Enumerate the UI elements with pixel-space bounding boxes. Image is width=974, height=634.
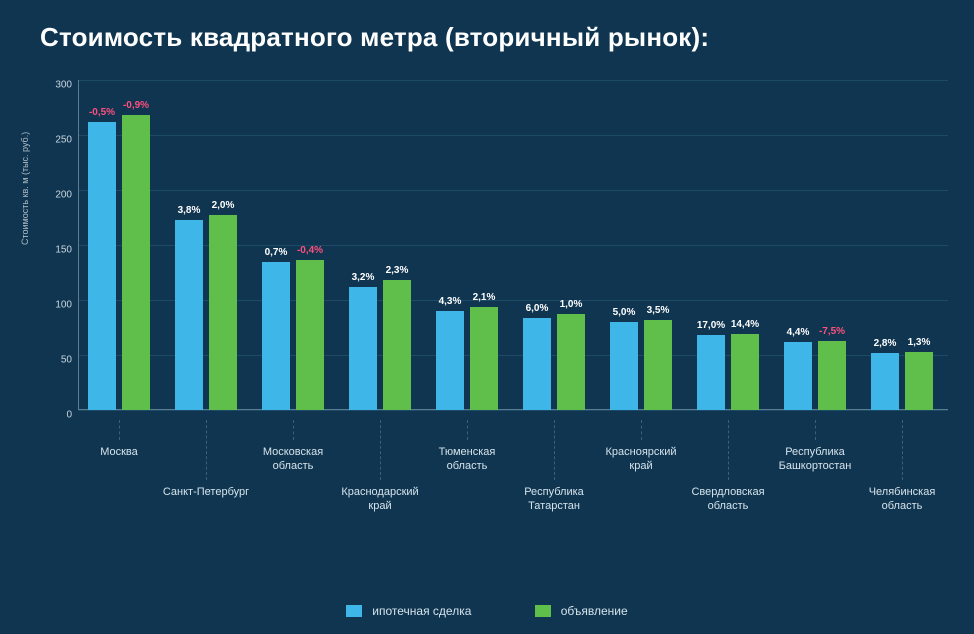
x-tick [641,420,642,440]
bar-value-label: 2,0% [203,200,243,211]
bar-value-label: -0,9% [116,100,156,111]
y-tick-label: 200 [55,190,72,201]
bar-b [557,314,585,410]
x-category-label: Московскаяобласть [263,446,323,474]
legend-swatch-a [346,605,362,617]
bar-b [122,115,150,410]
bar-a [436,311,464,410]
bar-group: 17,0%14,4% [697,80,759,410]
x-category-label: Челябинскаяобласть [869,486,936,514]
bar-group: 0,7%-0,4% [262,80,324,410]
bar-group: 2,8%1,3% [871,80,933,410]
legend-label-a: ипотечная сделка [372,604,471,618]
bar-value-label: -7,5% [812,326,852,337]
x-tick [467,420,468,440]
gridline [78,410,948,411]
bar-value-label: 1,0% [551,299,591,310]
y-tick-label: 250 [55,135,72,146]
bar-b [731,334,759,410]
bar-group: 3,2%2,3% [349,80,411,410]
bar-a [610,322,638,410]
y-tick-label: 50 [61,355,72,366]
x-category-label: Тюменскаяобласть [439,446,496,474]
bars-layer: -0,5%-0,9% 3,8%2,0% 0,7%-0,4% 3,2%2,3% 4,3%2… [78,80,948,410]
bar-b [209,215,237,410]
bar-b [296,260,324,410]
bar-b [470,307,498,410]
bar-value-label: 1,3% [899,337,939,348]
bar-a [871,353,899,410]
bar-value-label: -0,4% [290,245,330,256]
x-tick [206,420,207,480]
x-category-label: Санкт-Петербург [163,486,249,500]
x-tick [293,420,294,440]
bar-group: 4,3%2,1% [436,80,498,410]
y-tick-label: 100 [55,300,72,311]
bar-value-label: 2,3% [377,265,417,276]
legend-item-a: ипотечная сделка [346,604,471,618]
bar-value-label: 3,5% [638,305,678,316]
x-category-label: РеспубликаБашкортостан [779,446,852,474]
bar-a [175,220,203,410]
x-category-label: Москва [100,446,138,460]
y-axis: 050100150200250300 [40,80,78,410]
bar-group: 6,0%1,0% [523,80,585,410]
bar-value-label: 14,4% [725,319,765,330]
bar-group: 3,8%2,0% [175,80,237,410]
legend-label-b: объявление [561,604,628,618]
y-tick-label: 150 [55,245,72,256]
x-tick [728,420,729,480]
x-tick [815,420,816,440]
bar-a [262,262,290,411]
x-tick [902,420,903,480]
x-tick [380,420,381,480]
chart-title: Стоимость квадратного метра (вторичный р… [40,22,709,53]
bar-a [88,122,116,410]
bar-group: 5,0%3,5% [610,80,672,410]
legend: ипотечная сделка объявление [0,604,974,620]
chart-plot-area: 050100150200250300 -0,5%-0,9%3,8%2,0%0,7… [78,80,948,410]
x-category-label: Красноярскийкрай [605,446,676,474]
bar-a [697,335,725,410]
bar-group: -0,5%-0,9% [88,80,150,410]
bar-a [523,318,551,410]
bar-group: 4,4%-7,5% [784,80,846,410]
x-category-label: Краснодарскийкрай [341,486,418,514]
x-category-label: Свердловскаяобласть [691,486,764,514]
y-tick-label: 0 [66,410,72,421]
legend-item-b: объявление [535,604,628,618]
legend-swatch-b [535,605,551,617]
bar-b [818,341,846,410]
bar-b [905,352,933,410]
bar-value-label: 2,1% [464,292,504,303]
y-axis-title: Стоимость кв. м (тыс. руб.) [20,132,30,245]
x-axis-labels: Москва Санкт-Петербург Московскаяобласть Кр… [78,420,948,580]
bar-a [784,342,812,410]
y-tick-label: 300 [55,80,72,91]
x-tick [554,420,555,480]
bar-b [383,280,411,410]
x-category-label: РеспубликаТатарстан [524,486,584,514]
x-tick [119,420,120,440]
bar-b [644,320,672,410]
bar-a [349,287,377,410]
